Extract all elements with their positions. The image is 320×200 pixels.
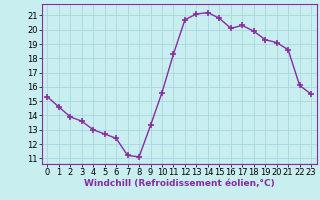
X-axis label: Windchill (Refroidissement éolien,°C): Windchill (Refroidissement éolien,°C) <box>84 179 275 188</box>
